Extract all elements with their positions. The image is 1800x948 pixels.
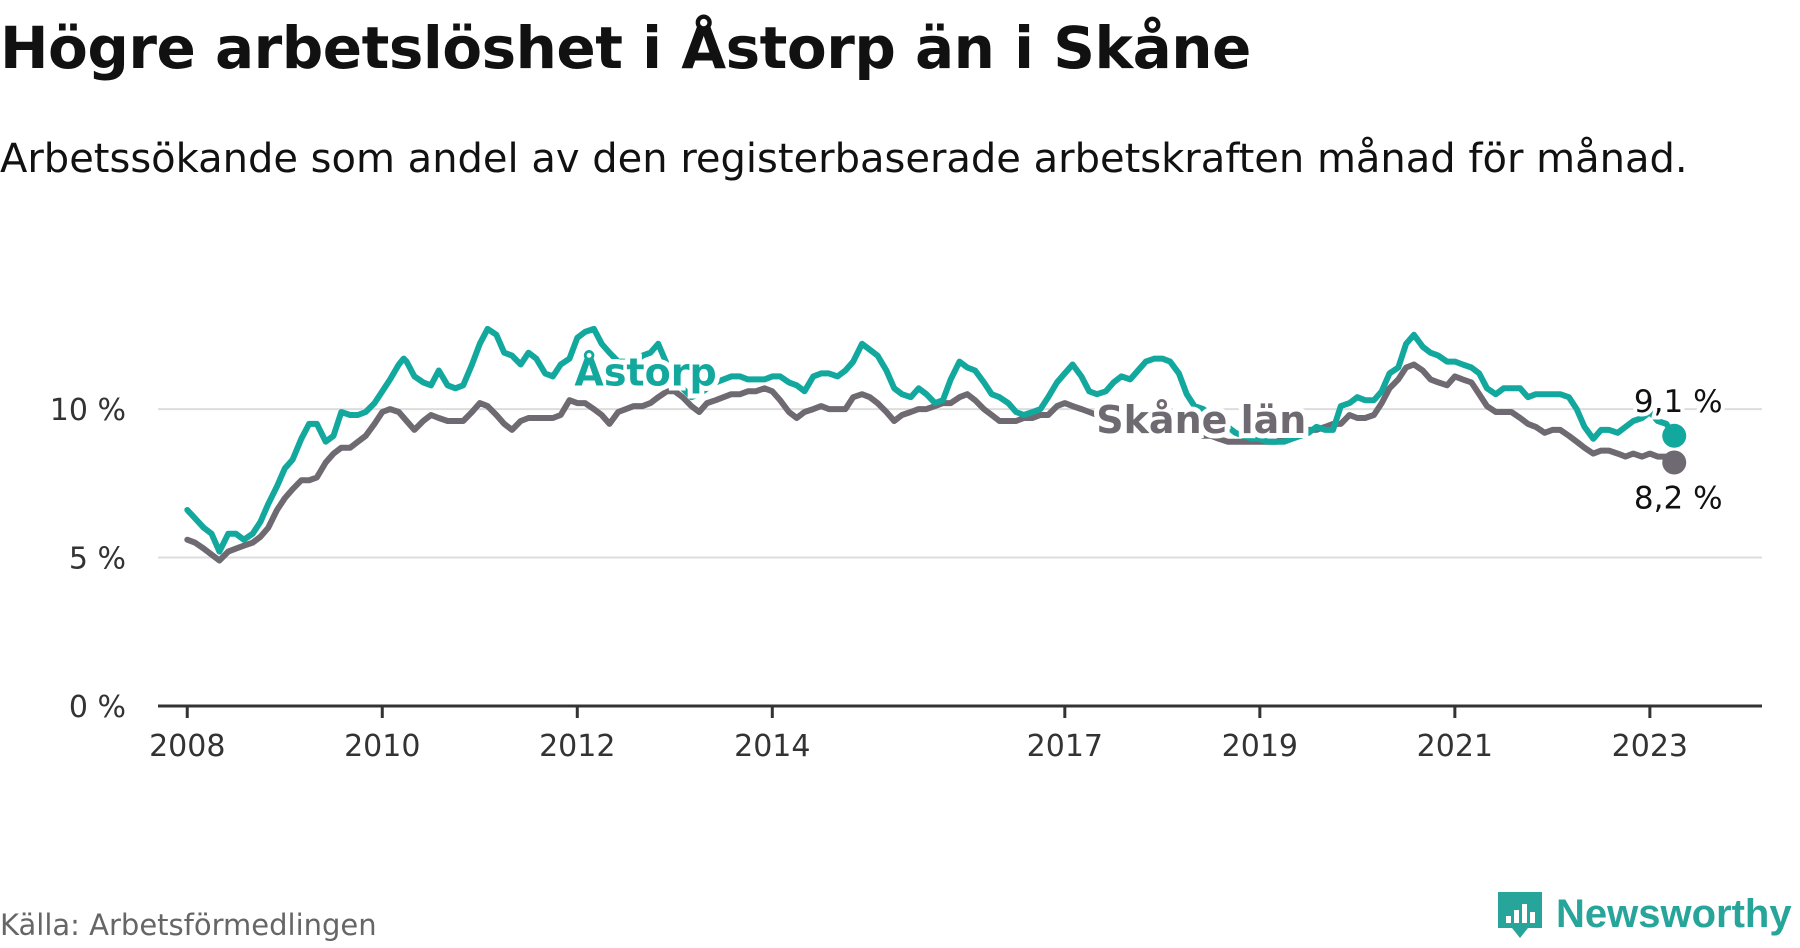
gridlines [158,408,1762,559]
series-line-1 [184,361,1678,564]
x-tick-label: 2012 [539,729,615,764]
x-tick-label: 2010 [344,729,420,764]
series-line-0 [184,325,1678,555]
y-tick-label: 0 % [69,690,126,725]
end-value-label-0: 9,1 % [1634,384,1723,420]
brand-logo: Newsworthy [1494,884,1792,944]
y-tick-label: 5 % [69,542,126,577]
source-note: Källa: Arbetsförmedlingen [0,908,377,942]
series-name-label-0: Åstorp [574,350,716,394]
series-labels: 9,1 % 8,2 % Åstorp Skåne län [569,345,1726,520]
x-tick-label: 2021 [1417,729,1493,764]
x-tick-label: 2019 [1222,729,1298,764]
x-tick-label: 2017 [1027,729,1103,764]
series-name-label-1: Skåne län [1096,398,1306,442]
series-lines [184,325,1687,564]
y-axis: 0 % 5 % 10 % [50,393,126,725]
x-tick-label: 2023 [1612,729,1688,764]
end-value-label-1: 8,2 % [1634,481,1723,517]
end-point-1 [1662,450,1687,475]
end-point-0 [1662,423,1687,448]
x-tick-label: 2014 [734,729,810,764]
chart-subtitle: Arbetssökande som andel av den registerb… [0,136,1688,182]
brand-name: Newsworthy [1556,891,1792,936]
y-tick-label: 10 % [50,393,126,428]
chart-title: Högre arbetslöshet i Åstorp än i Skåne [0,14,1251,82]
x-axis: 2008 2010 2012 2014 2017 2019 2021 2023 [149,704,1762,764]
x-tick-label: 2008 [149,729,225,764]
newsworthy-logo-icon [1498,892,1542,938]
